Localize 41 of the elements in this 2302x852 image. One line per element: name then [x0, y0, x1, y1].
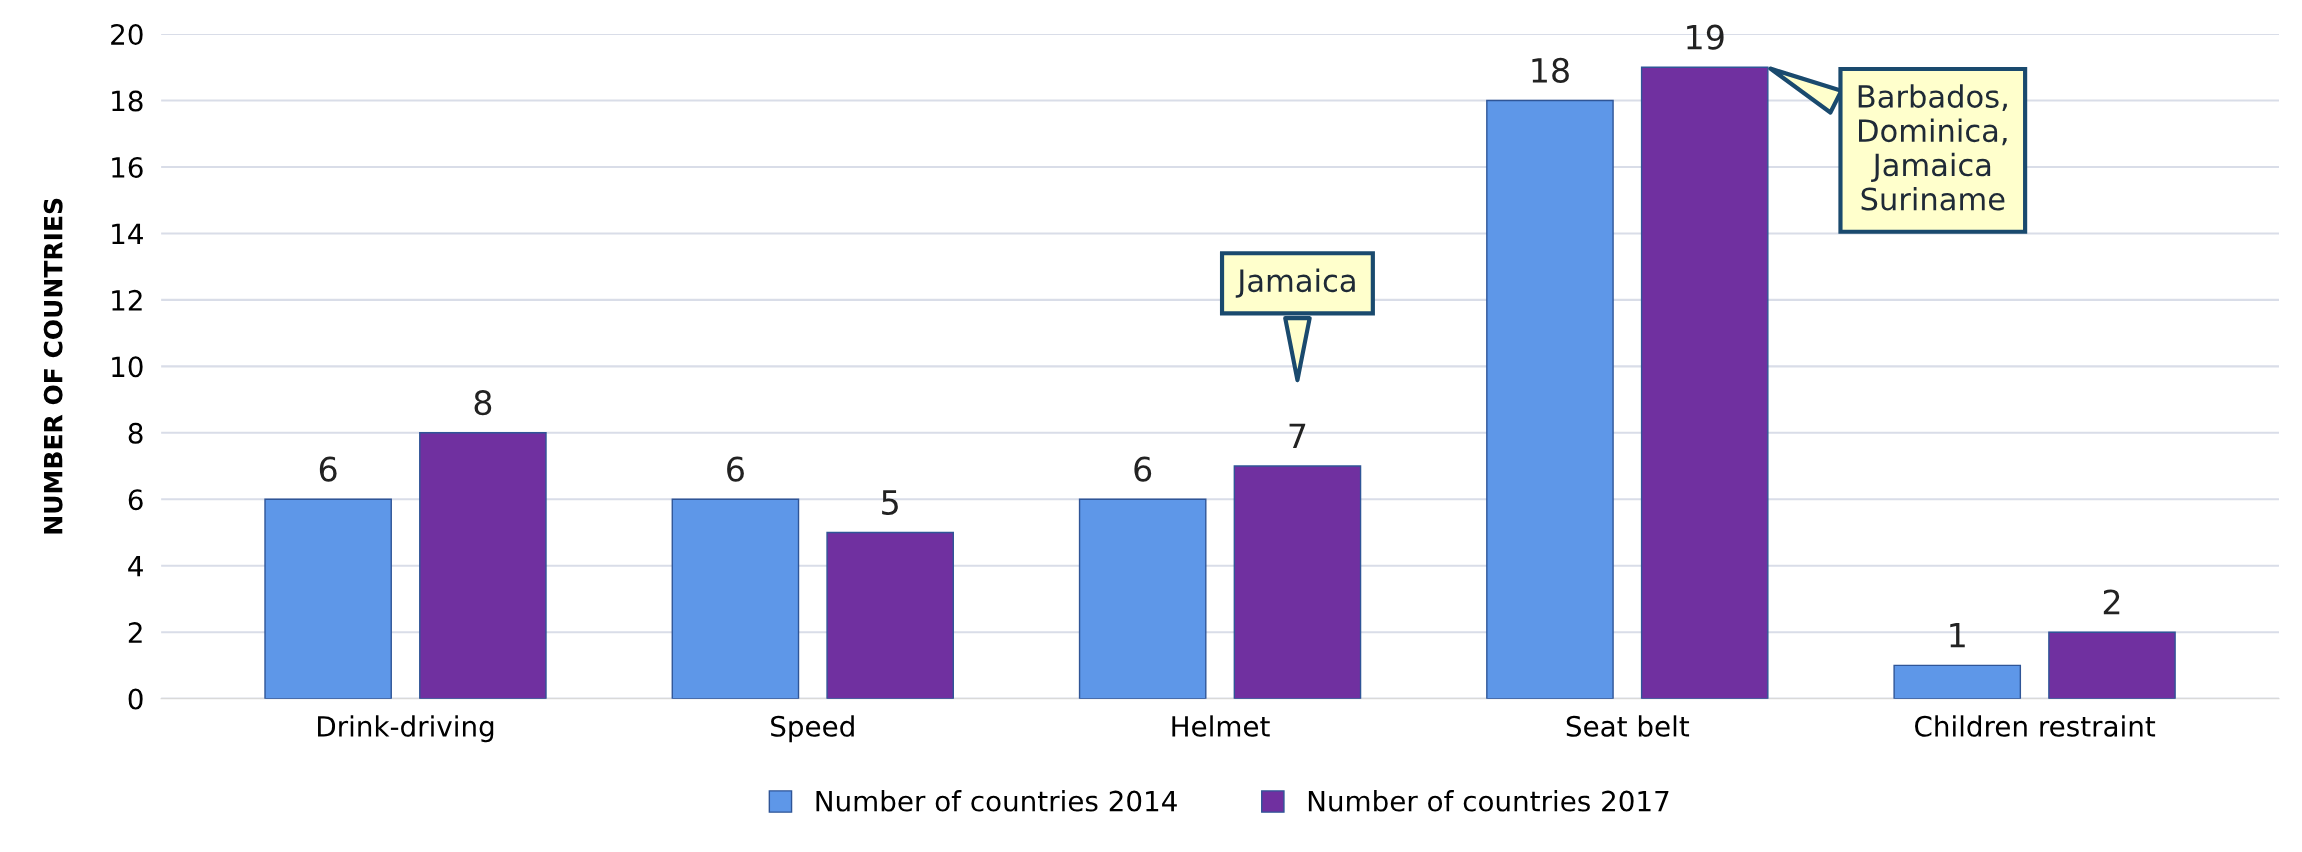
- data-label: 8: [474, 390, 492, 416]
- data-label: 19: [1687, 24, 1724, 50]
- data-label: 1: [1950, 623, 1965, 648]
- x-tick-label: Seat belt: [1566, 715, 1690, 737]
- bar: [1233, 465, 1362, 699]
- bar: [2048, 631, 2176, 699]
- y-tick-label: 16: [112, 156, 143, 178]
- x-tick-label: Children restraint: [1915, 715, 2156, 737]
- y-tick-label: 12: [112, 289, 142, 311]
- bar: [1078, 498, 1207, 699]
- legend-label: Number of countries 2014: [816, 790, 1177, 812]
- y-tick-label: 6: [128, 489, 143, 511]
- bar: [1893, 664, 2022, 699]
- y-tick-label: 4: [128, 556, 143, 577]
- y-tick-label: 14: [112, 223, 143, 244]
- bar: [826, 531, 954, 699]
- y-axis-title: NUMBER OF COUNTRIES: [43, 198, 63, 534]
- data-label: 18: [1532, 57, 1569, 83]
- legend-label: Number of countries 2017: [1308, 790, 1669, 812]
- x-tick-label: Drink-driving: [318, 715, 494, 743]
- bar: [1640, 66, 1769, 699]
- y-tick-label: 10: [112, 356, 143, 378]
- bar: [419, 432, 547, 699]
- y-tick-label: 18: [112, 90, 143, 112]
- y-tick-label: 20: [111, 24, 143, 46]
- data-label: 2: [2103, 589, 2120, 615]
- x-tick-label: Helmet: [1172, 715, 1270, 737]
- bar: [264, 498, 392, 699]
- y-tick-label: 0: [128, 688, 143, 710]
- data-label: 7: [1289, 423, 1306, 448]
- bar: [1486, 99, 1614, 699]
- data-label: 6: [1134, 456, 1152, 482]
- x-tick-label: Speed: [771, 715, 854, 743]
- y-tick-label: 8: [128, 422, 143, 444]
- data-label: 6: [319, 456, 337, 482]
- bar: [671, 498, 800, 699]
- y-tick-label: 2: [128, 622, 142, 643]
- annotation: Jamaica: [1235, 268, 1355, 298]
- annotation: Barbados, Dominica, Jamaica Suriname: [1858, 84, 2007, 211]
- data-label: 5: [882, 490, 898, 515]
- data-label: 6: [727, 456, 744, 482]
